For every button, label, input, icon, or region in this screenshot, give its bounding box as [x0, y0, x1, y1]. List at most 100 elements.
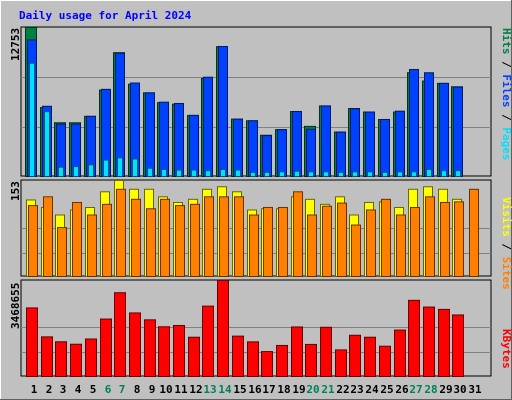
bar-files-day-27: [409, 68, 419, 177]
bar-sites-day-5: [87, 214, 97, 278]
bar-sites-day-18: [278, 206, 288, 277]
bar-sites-day-28: [425, 196, 435, 277]
bar-files-day-20: [306, 128, 316, 177]
bar-kbytes-day-11: [173, 324, 185, 378]
bar-pages-day-16: [250, 171, 256, 178]
bar-pages-day-13: [205, 170, 211, 177]
bar-sites-day-7: [116, 188, 126, 277]
bar-files-day-11: [174, 102, 184, 177]
legend: KBytes: [500, 329, 512, 369]
bar-sites-day-30: [454, 201, 464, 277]
panel-pages-files-hits: 12753 Hits / Files / Pages: [9, 26, 512, 178]
legend-separator: /: [500, 108, 512, 128]
bar-pages-day-14: [220, 168, 226, 177]
bar-pages-day-29: [441, 170, 447, 177]
legend-separator: /: [500, 55, 512, 75]
legend-visits: Visits: [500, 197, 512, 237]
bar-files-day-16: [248, 120, 258, 177]
x-tick-label-day-25: 25: [380, 383, 393, 396]
bar-sites-day-14: [219, 196, 229, 277]
bar-files-day-19: [292, 111, 302, 177]
bar-sites-day-19: [293, 191, 303, 277]
bar-pages-day-19: [294, 170, 300, 178]
bar-sites-day-26: [396, 214, 406, 278]
bar-files-day-26: [395, 110, 405, 177]
bar-sites-day-20: [307, 214, 317, 278]
bar-files-day-21: [321, 105, 331, 177]
bar-sites-day-21: [322, 205, 332, 278]
bar-pages-day-3: [58, 166, 64, 178]
bar-pages-day-12: [191, 169, 197, 178]
bar-files-day-28: [424, 72, 434, 177]
bar-kbytes-day-18: [276, 344, 288, 378]
x-tick-label-day-15: 15: [233, 383, 246, 396]
bar-pages-day-6: [103, 159, 109, 178]
bar-kbytes-day-10: [158, 326, 170, 377]
bar-files-day-9: [145, 92, 155, 177]
x-tick-label-day-18: 18: [277, 383, 290, 396]
x-tick-label-day-29: 29: [439, 383, 452, 396]
bar-kbytes-day-26: [394, 329, 406, 377]
x-tick-label-day-28: 28: [424, 383, 437, 396]
bar-kbytes-day-15: [232, 335, 244, 378]
bar-kbytes-day-13: [202, 305, 214, 378]
chart-title: Daily usage for April 2024: [19, 9, 192, 22]
bar-files-day-24: [365, 111, 375, 177]
bar-sites-day-24: [366, 209, 376, 277]
x-tick-label-day-16: 16: [248, 383, 262, 396]
bar-sites-day-12: [190, 203, 200, 277]
bar-pages-day-1: [29, 62, 35, 178]
x-tick-label-day-11: 11: [174, 383, 188, 396]
bar-kbytes-day-21: [320, 326, 332, 377]
x-tick-label-day-22: 22: [336, 383, 349, 396]
bar-sites-day-8: [131, 198, 141, 277]
bar-pages-day-2: [44, 111, 50, 177]
y-tick-label: 153: [9, 181, 22, 201]
bar-sites-day-9: [146, 208, 156, 277]
bar-pages-day-10: [161, 168, 167, 177]
bar-kbytes-day-1: [26, 307, 38, 377]
bars: [25, 27, 463, 178]
x-tick-label-day-1: 1: [31, 383, 38, 396]
x-tick-label-day-10: 10: [159, 383, 172, 396]
legend-kbytes: KBytes: [500, 329, 512, 369]
legend-sites: Sites: [500, 257, 512, 290]
bar-kbytes-day-12: [188, 336, 200, 377]
y-tick-label: 3468655: [9, 283, 22, 329]
x-tick-label-day-20: 20: [306, 383, 319, 396]
x-tick-label-day-26: 26: [395, 383, 409, 396]
x-tick-label-day-12: 12: [189, 383, 202, 396]
bar-sites-day-17: [263, 206, 273, 277]
bar-sites-day-29: [440, 201, 450, 277]
x-tick-label-day-31: 31: [468, 383, 482, 396]
bar-files-day-25: [380, 118, 390, 178]
x-tick-label-day-24: 24: [365, 383, 379, 396]
bar-sites-day-23: [351, 224, 361, 278]
bar-sites-day-25: [381, 198, 391, 277]
bar-kbytes-day-30: [452, 314, 464, 377]
bar-kbytes-day-25: [379, 345, 391, 378]
bar-kbytes-day-27: [408, 299, 420, 377]
bar-files-day-18: [277, 129, 287, 177]
bar-kbytes-day-19: [291, 326, 303, 378]
bar-files-day-22: [336, 131, 346, 177]
bar-pages-day-26: [397, 171, 403, 177]
bar-kbytes-day-9: [144, 319, 156, 377]
bar-pages-day-24: [367, 171, 373, 177]
bar-pages-day-20: [308, 171, 314, 177]
bar-files-day-10: [159, 101, 169, 177]
bar-kbytes-day-5: [85, 338, 97, 378]
bar-kbytes-day-8: [129, 312, 141, 378]
bar-sites-day-27: [410, 206, 420, 277]
x-tick-label-day-21: 21: [321, 383, 335, 396]
bar-pages-day-23: [352, 171, 358, 177]
bar-files-day-23: [350, 108, 360, 177]
bar-kbytes-day-3: [55, 341, 67, 378]
bar-sites-day-6: [102, 203, 112, 277]
bar-files-day-30: [453, 86, 463, 177]
bar-files-day-13: [203, 76, 213, 177]
bar-sites-day-15: [234, 196, 244, 277]
bar-pages-day-4: [73, 166, 79, 177]
bar-pages-day-18: [279, 171, 285, 177]
